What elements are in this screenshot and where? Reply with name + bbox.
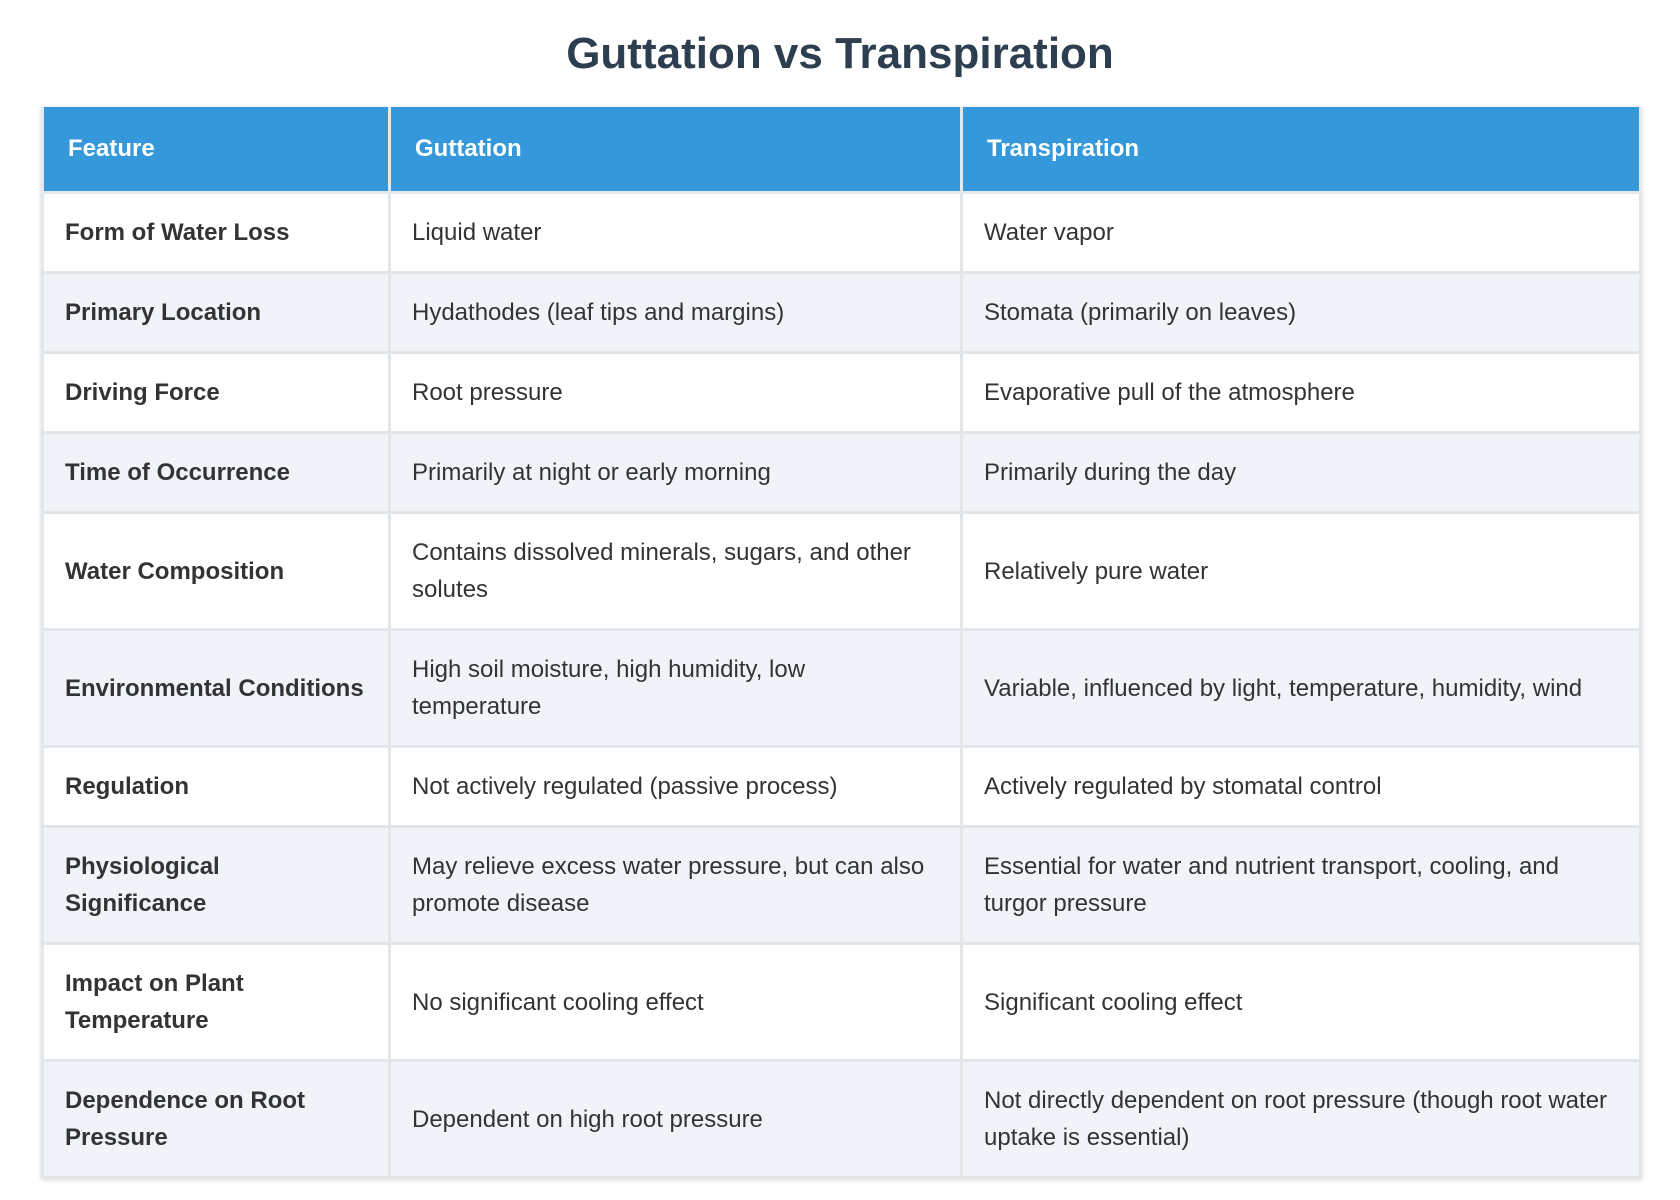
column-header: Transpiration — [960, 107, 1642, 194]
comparison-table: Feature Guttation Transpiration Form of … — [41, 107, 1642, 1179]
feature-cell: Primary Location — [41, 271, 391, 354]
value-cell: No significant cooling effect — [388, 942, 963, 1062]
value-cell: Root pressure — [388, 351, 963, 434]
table-row: Water Composition Contains dissolved mine… — [41, 511, 1642, 631]
value-cell: Hydathodes (leaf tips and margins) — [388, 271, 963, 354]
column-header: Feature — [41, 107, 391, 194]
value-cell: Evaporative pull of the atmosphere — [960, 351, 1642, 434]
table-row: Environmental Conditions High soil moistu… — [41, 628, 1642, 748]
table-row: Regulation Not actively regulated (passiv… — [41, 745, 1642, 828]
table-header: Feature Guttation Transpiration — [41, 107, 1642, 194]
value-cell: Dependent on high root pressure — [388, 1059, 963, 1179]
feature-cell: Regulation — [41, 745, 391, 828]
value-cell: Variable, influenced by light, temperatu… — [960, 628, 1642, 748]
feature-cell: Impact on Plant Temperature — [41, 942, 391, 1062]
value-cell: High soil moisture, high humidity, low t… — [388, 628, 963, 748]
table-row: Primary Location Hydathodes (leaf tips an… — [41, 271, 1642, 354]
value-cell: Relatively pure water — [960, 511, 1642, 631]
feature-cell: Dependence on Root Pressure — [41, 1059, 391, 1179]
value-cell: Primarily at night or early morning — [388, 431, 963, 514]
table-body: Form of Water Loss Liquid water Water vapo… — [41, 191, 1642, 1179]
header-row: Feature Guttation Transpiration — [41, 107, 1642, 194]
value-cell: Liquid water — [388, 191, 963, 274]
column-header: Guttation — [388, 107, 963, 194]
value-cell: Essential for water and nutrient transpo… — [960, 825, 1642, 945]
feature-cell: Form of Water Loss — [41, 191, 391, 274]
value-cell: Not directly dependent on root pressure … — [960, 1059, 1642, 1179]
table-row: Form of Water Loss Liquid water Water vapo… — [41, 191, 1642, 274]
value-cell: Primarily during the day — [960, 431, 1642, 514]
value-cell: Not actively regulated (passive process) — [388, 745, 963, 828]
value-cell: Actively regulated by stomatal control — [960, 745, 1642, 828]
feature-cell: Water Composition — [41, 511, 391, 631]
table-row: Dependence on Root Pressure Dependent on … — [41, 1059, 1642, 1179]
value-cell: May relieve excess water pressure, but c… — [388, 825, 963, 945]
value-cell: Contains dissolved minerals, sugars, and… — [388, 511, 963, 631]
table-row: Time of Occurrence Primarily at night or … — [41, 431, 1642, 514]
value-cell: Water vapor — [960, 191, 1642, 274]
feature-cell: Physiological Significance — [41, 825, 391, 945]
table-row: Impact on Plant Temperature No significan… — [41, 942, 1642, 1062]
table-row: Driving Force Root pressure Evaporative pu… — [41, 351, 1642, 434]
page-title: Guttation vs Transpiration — [566, 29, 1114, 78]
feature-cell: Environmental Conditions — [41, 628, 391, 748]
value-cell: Significant cooling effect — [960, 942, 1642, 1062]
value-cell: Stomata (primarily on leaves) — [960, 271, 1642, 354]
feature-cell: Driving Force — [41, 351, 391, 434]
table-row: Physiological Significance May relieve ex… — [41, 825, 1642, 945]
feature-cell: Time of Occurrence — [41, 431, 391, 514]
